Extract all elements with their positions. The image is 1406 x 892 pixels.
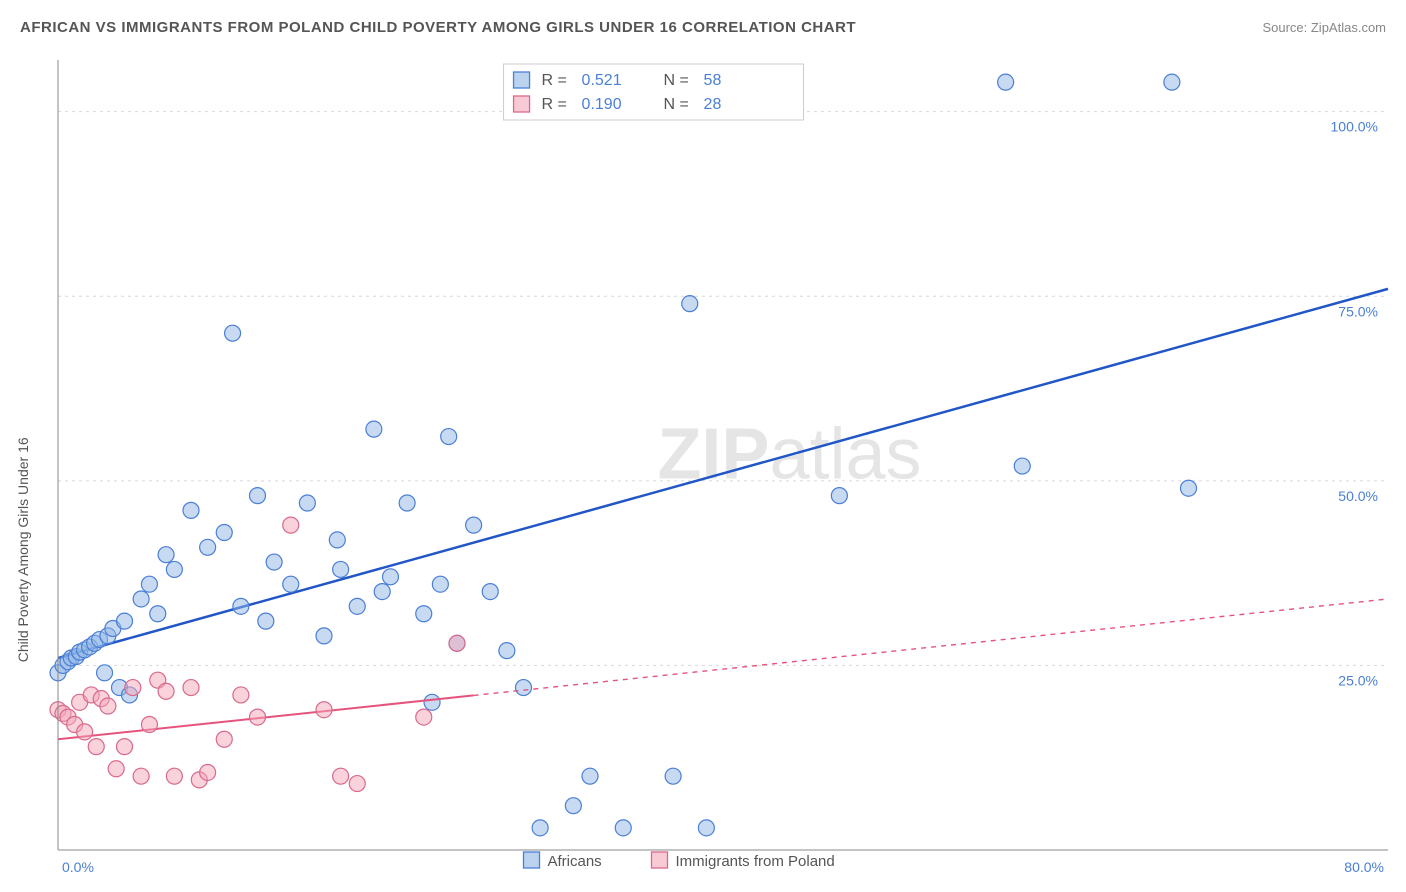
data-point	[216, 731, 232, 747]
data-point	[283, 517, 299, 533]
data-point	[441, 429, 457, 445]
data-point	[77, 724, 93, 740]
data-point	[482, 584, 498, 600]
data-point	[88, 739, 104, 755]
data-point	[117, 613, 133, 629]
data-point	[349, 776, 365, 792]
data-point	[565, 798, 581, 814]
legend-bottom-label: Africans	[548, 853, 602, 870]
data-point	[250, 709, 266, 725]
data-point	[449, 635, 465, 651]
data-point	[266, 554, 282, 570]
legend-r-label: R =	[542, 72, 567, 89]
y-tick-label: 100.0%	[1331, 119, 1378, 135]
legend-n-value: 58	[704, 72, 722, 89]
data-point	[424, 694, 440, 710]
data-point	[665, 768, 681, 784]
data-point	[158, 547, 174, 563]
x-tick-label: 0.0%	[62, 859, 94, 875]
data-point	[133, 591, 149, 607]
x-tick-label: 80.0%	[1344, 859, 1384, 875]
correlation-scatter-chart: AFRICAN VS IMMIGRANTS FROM POLAND CHILD …	[0, 0, 1406, 892]
data-point	[117, 739, 133, 755]
data-point	[200, 539, 216, 555]
data-point	[516, 680, 532, 696]
data-point	[250, 488, 266, 504]
data-point	[329, 532, 345, 548]
y-tick-label: 75.0%	[1338, 303, 1378, 319]
data-point	[316, 702, 332, 718]
chart-title: AFRICAN VS IMMIGRANTS FROM POLAND CHILD …	[20, 19, 856, 36]
data-point	[416, 606, 432, 622]
data-point	[166, 768, 182, 784]
data-point	[466, 517, 482, 533]
data-point	[133, 768, 149, 784]
data-point	[141, 716, 157, 732]
legend-r-value: 0.521	[582, 72, 622, 89]
data-point	[108, 761, 124, 777]
data-point	[499, 643, 515, 659]
data-point	[166, 561, 182, 577]
data-point	[333, 768, 349, 784]
data-point	[998, 74, 1014, 90]
data-point	[283, 576, 299, 592]
y-tick-label: 50.0%	[1338, 488, 1378, 504]
data-point	[1164, 74, 1180, 90]
data-point	[183, 502, 199, 518]
data-point	[349, 598, 365, 614]
data-point	[200, 764, 216, 780]
data-point	[233, 598, 249, 614]
legend-r-label: R =	[542, 96, 567, 113]
data-point	[374, 584, 390, 600]
data-point	[258, 613, 274, 629]
data-point	[158, 683, 174, 699]
data-point	[1014, 458, 1030, 474]
y-tick-label: 25.0%	[1338, 672, 1378, 688]
data-point	[615, 820, 631, 836]
data-point	[100, 698, 116, 714]
data-point	[831, 488, 847, 504]
source-label: Source: ZipAtlas.com	[1262, 20, 1386, 35]
legend-swatch	[514, 96, 530, 112]
legend-n-value: 28	[704, 96, 722, 113]
data-point	[299, 495, 315, 511]
legend-r-value: 0.190	[582, 96, 622, 113]
data-point	[432, 576, 448, 592]
data-point	[383, 569, 399, 585]
data-point	[233, 687, 249, 703]
data-point	[141, 576, 157, 592]
data-point	[97, 665, 113, 681]
data-point	[316, 628, 332, 644]
data-point	[1181, 480, 1197, 496]
data-point	[333, 561, 349, 577]
legend-bottom-swatch	[652, 852, 668, 868]
legend-bottom-swatch	[524, 852, 540, 868]
data-point	[582, 768, 598, 784]
legend-bottom-label: Immigrants from Poland	[676, 853, 835, 870]
data-point	[366, 421, 382, 437]
data-point	[125, 680, 141, 696]
chart-container: AFRICAN VS IMMIGRANTS FROM POLAND CHILD …	[0, 0, 1406, 892]
legend-swatch	[514, 72, 530, 88]
data-point	[698, 820, 714, 836]
data-point	[183, 680, 199, 696]
data-point	[216, 525, 232, 541]
legend-n-label: N =	[664, 72, 689, 89]
data-point	[682, 296, 698, 312]
data-point	[399, 495, 415, 511]
legend-n-label: N =	[664, 96, 689, 113]
data-point	[416, 709, 432, 725]
data-point	[150, 606, 166, 622]
y-axis-label: Child Poverty Among Girls Under 16	[15, 437, 31, 662]
data-point	[532, 820, 548, 836]
data-point	[225, 325, 241, 341]
